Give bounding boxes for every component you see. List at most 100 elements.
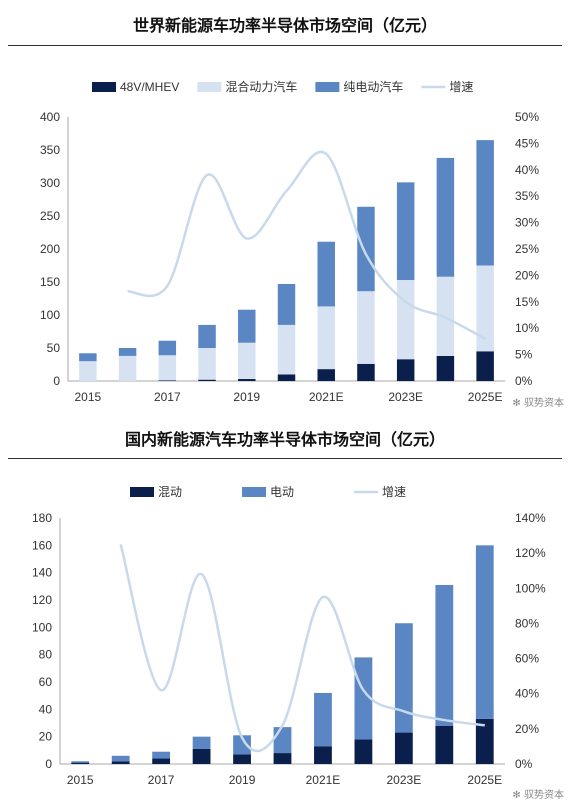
y2-tick-label: 140% — [515, 511, 546, 525]
legend-label: 纯电动汽车 — [343, 79, 403, 94]
bar-segment — [354, 657, 373, 740]
bar-segment — [394, 732, 413, 764]
legend-label: 增速 — [449, 80, 473, 94]
domestic-chart-panel: 国内新能源汽车功率半导体市场空间（亿元） 0 20 40 60 80 100 120 140 1… — [0, 410, 570, 807]
bar-segment — [79, 361, 97, 381]
y2-tick-label: 100% — [515, 581, 546, 595]
legend-label: 电动 — [270, 485, 294, 499]
bar-segment — [435, 584, 454, 726]
bar-segment — [475, 545, 494, 719]
y-tick-label: 100 — [40, 308, 60, 322]
y2-tick-label: 15% — [515, 295, 539, 309]
x-tick-label: 2019 — [229, 773, 256, 787]
y2-tick-label: 0% — [515, 757, 533, 771]
x-tick-label: 2025E — [467, 773, 502, 787]
watermark-text: 驭势资本 — [524, 398, 564, 409]
y2-tick-label: 10% — [515, 321, 539, 335]
bar-segment — [238, 309, 256, 343]
x-tick-label: 2019 — [233, 390, 260, 404]
bar-segment — [314, 746, 332, 764]
y-tick-label: 300 — [40, 176, 60, 190]
bar-segment — [198, 324, 216, 348]
bar-segment — [192, 736, 211, 749]
bar-segment — [314, 692, 332, 747]
legend-swatch — [130, 487, 154, 497]
y2-tick-label: 80% — [515, 616, 539, 630]
y-tick-label: 180 — [32, 511, 52, 525]
legend-swatch — [242, 487, 267, 497]
legend-label: 混动 — [158, 485, 182, 499]
bar-segment — [198, 379, 216, 381]
y2-tick-label: 30% — [515, 216, 539, 230]
y-tick-label: 160 — [32, 538, 52, 552]
y2-tick-label: 5% — [515, 348, 533, 362]
bar-segment — [357, 291, 375, 364]
bar-segment — [317, 306, 335, 370]
x-tick-label: 2025E — [468, 390, 503, 404]
y2-tick-label: 0% — [515, 374, 533, 388]
bar-segment — [357, 206, 375, 292]
bar-segment — [277, 283, 296, 325]
bar-segment — [233, 735, 251, 755]
bar-segment — [273, 727, 292, 754]
y-tick-label: 140 — [32, 566, 52, 580]
bar-segment — [277, 324, 296, 375]
y-tick-label: 60 — [39, 675, 53, 689]
legend-label: 混合动力汽车 — [225, 79, 297, 94]
title-rule — [8, 458, 562, 460]
y2-tick-label: 50% — [515, 110, 539, 124]
bar-segment — [317, 241, 335, 307]
bar-segment — [198, 348, 216, 380]
y-tick-label: 250 — [40, 209, 60, 223]
bar-segment — [71, 761, 90, 763]
legend-swatch — [197, 82, 222, 92]
bar-segment — [396, 280, 415, 360]
y2-tick-label: 40% — [515, 687, 539, 701]
y-tick-label: 40 — [39, 702, 53, 716]
y2-tick-label: 40% — [515, 163, 539, 177]
y-tick-label: 80 — [39, 648, 53, 662]
bar-segment — [357, 363, 375, 381]
y2-tick-label: 35% — [515, 189, 539, 203]
y-tick-label: 50 — [47, 341, 61, 355]
bar-segment — [111, 755, 130, 762]
bar-segment — [118, 355, 137, 381]
bar-segment — [354, 739, 373, 764]
bar-segment — [158, 380, 177, 381]
y-tick-label: 200 — [40, 242, 60, 256]
x-tick-label: 2023E — [388, 390, 423, 404]
bar-segment — [158, 355, 177, 381]
y2-tick-label: 60% — [515, 652, 539, 666]
domestic-chart: 0 20 40 60 80 100 120 140 160 180 0% 20% 40% 60% 80% 10… — [32, 485, 546, 787]
x-tick-label: 2015 — [75, 390, 102, 404]
x-tick-label: 2021E — [309, 390, 344, 404]
y2-tick-label: 20% — [515, 268, 539, 282]
bar-segment — [476, 140, 494, 266]
bar-segment — [475, 718, 494, 764]
legend-swatch — [92, 82, 116, 92]
y-tick-label: 150 — [40, 275, 60, 289]
bar-segment — [158, 340, 177, 356]
wechat-icon: ✻ — [512, 790, 521, 801]
bar-segment — [273, 753, 292, 764]
bar-segment — [435, 725, 454, 764]
wechat-icon: ✻ — [512, 398, 521, 409]
x-tick-label: 2015 — [67, 773, 94, 787]
bar-segment — [394, 623, 413, 733]
watermark: ✻ 驭势资本 — [512, 394, 564, 409]
y-tick-label: 400 — [40, 110, 60, 124]
bar-segment — [152, 758, 171, 764]
y2-tick-label: 45% — [515, 136, 539, 150]
y2-tick-label: 25% — [515, 242, 539, 256]
bar-segment — [396, 359, 415, 381]
x-tick-label: 2017 — [154, 390, 181, 404]
bar-segment — [277, 374, 296, 381]
chart-title: 国内新能源汽车功率半导体市场空间（亿元） — [124, 430, 445, 449]
legend-label: 48V/MHEV — [120, 80, 179, 94]
bar-segment — [192, 748, 211, 764]
bar-segment — [476, 351, 494, 381]
x-tick-label: 2023E — [387, 773, 422, 787]
growth-line — [119, 544, 485, 753]
bar-segment — [71, 762, 90, 764]
bar-segment — [111, 761, 130, 764]
